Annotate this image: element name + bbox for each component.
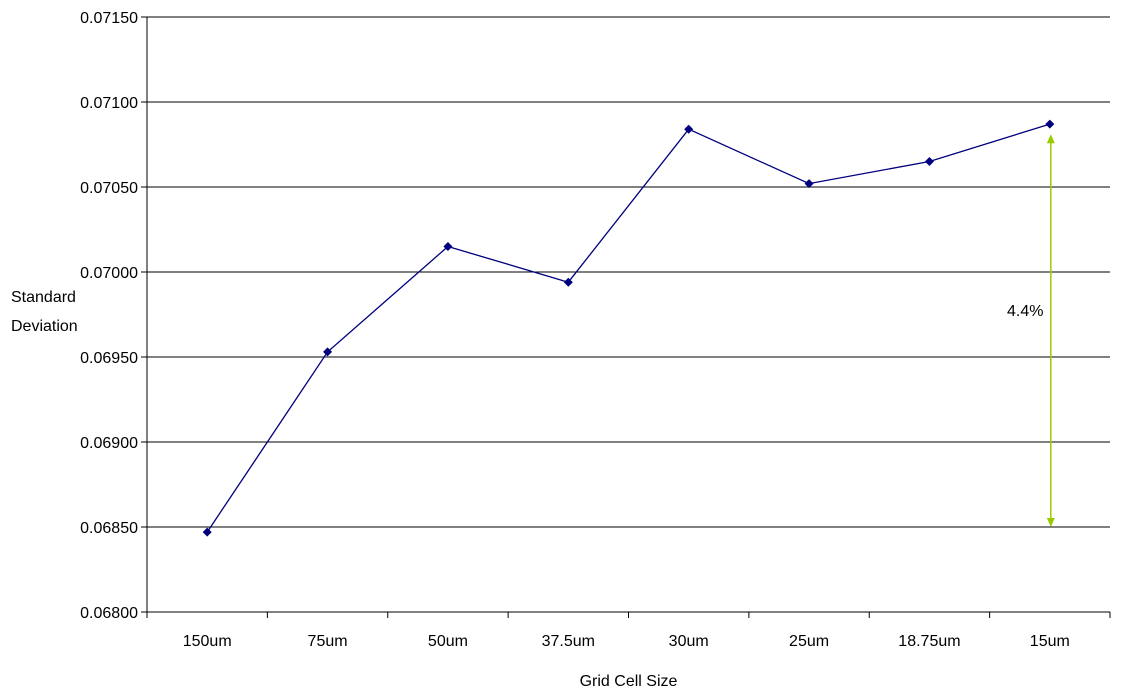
data-point-marker <box>202 527 212 537</box>
x-tick-label: 37.5um <box>542 633 595 650</box>
x-tick-label: 25um <box>789 633 829 650</box>
series-layer <box>202 119 1055 537</box>
x-tick-label: 15um <box>1030 633 1070 650</box>
x-tick-label: 50um <box>428 633 468 650</box>
y-tick-labels: 0.06800 0.06850 0.06900 0.06950 0.07000 0.070… <box>80 10 147 622</box>
annotation-arrowhead-down <box>1046 518 1055 527</box>
annotation-layer: 4.4% <box>1007 134 1055 527</box>
x-tick-label: 30um <box>669 633 709 650</box>
annotation-arrowhead-up <box>1046 134 1055 144</box>
grid-layer <box>147 16 1110 528</box>
data-point-marker <box>323 347 333 357</box>
data-point-marker <box>563 277 573 287</box>
x-tick-label: 75um <box>308 633 348 650</box>
series-line <box>206 123 1051 533</box>
y-axis-title-line-1: Standard <box>11 289 76 306</box>
y-tick-label: 0.07100 <box>80 95 138 112</box>
annotation-label: 4.4% <box>1007 303 1043 320</box>
y-tick-label: 0.06900 <box>80 435 138 452</box>
data-point-marker <box>1045 119 1055 129</box>
data-point-marker <box>924 157 934 166</box>
x-axis-title: Grid Cell Size <box>580 673 678 690</box>
y-tick-label: 0.07000 <box>80 265 138 282</box>
data-point-marker <box>443 242 453 251</box>
data-point-marker <box>804 179 814 189</box>
x-tick-label: 150um <box>183 633 232 650</box>
data-point-marker <box>684 124 694 134</box>
y-tick-label: 0.06800 <box>80 605 138 622</box>
y-tick-label: 0.06850 <box>80 520 138 537</box>
y-tick-label: 0.07050 <box>80 180 138 197</box>
y-tick-label: 0.06950 <box>80 350 138 367</box>
x-tick-labels: 150um 75um 50um 37.5um 30um 25um 18.75um 15um <box>146 612 1111 650</box>
x-tick-label: 18.75um <box>898 633 960 650</box>
y-tick-label: 0.07150 <box>80 10 138 27</box>
axes-layer <box>146 17 1110 613</box>
y-axis-title-line-2: Deviation <box>11 318 78 335</box>
